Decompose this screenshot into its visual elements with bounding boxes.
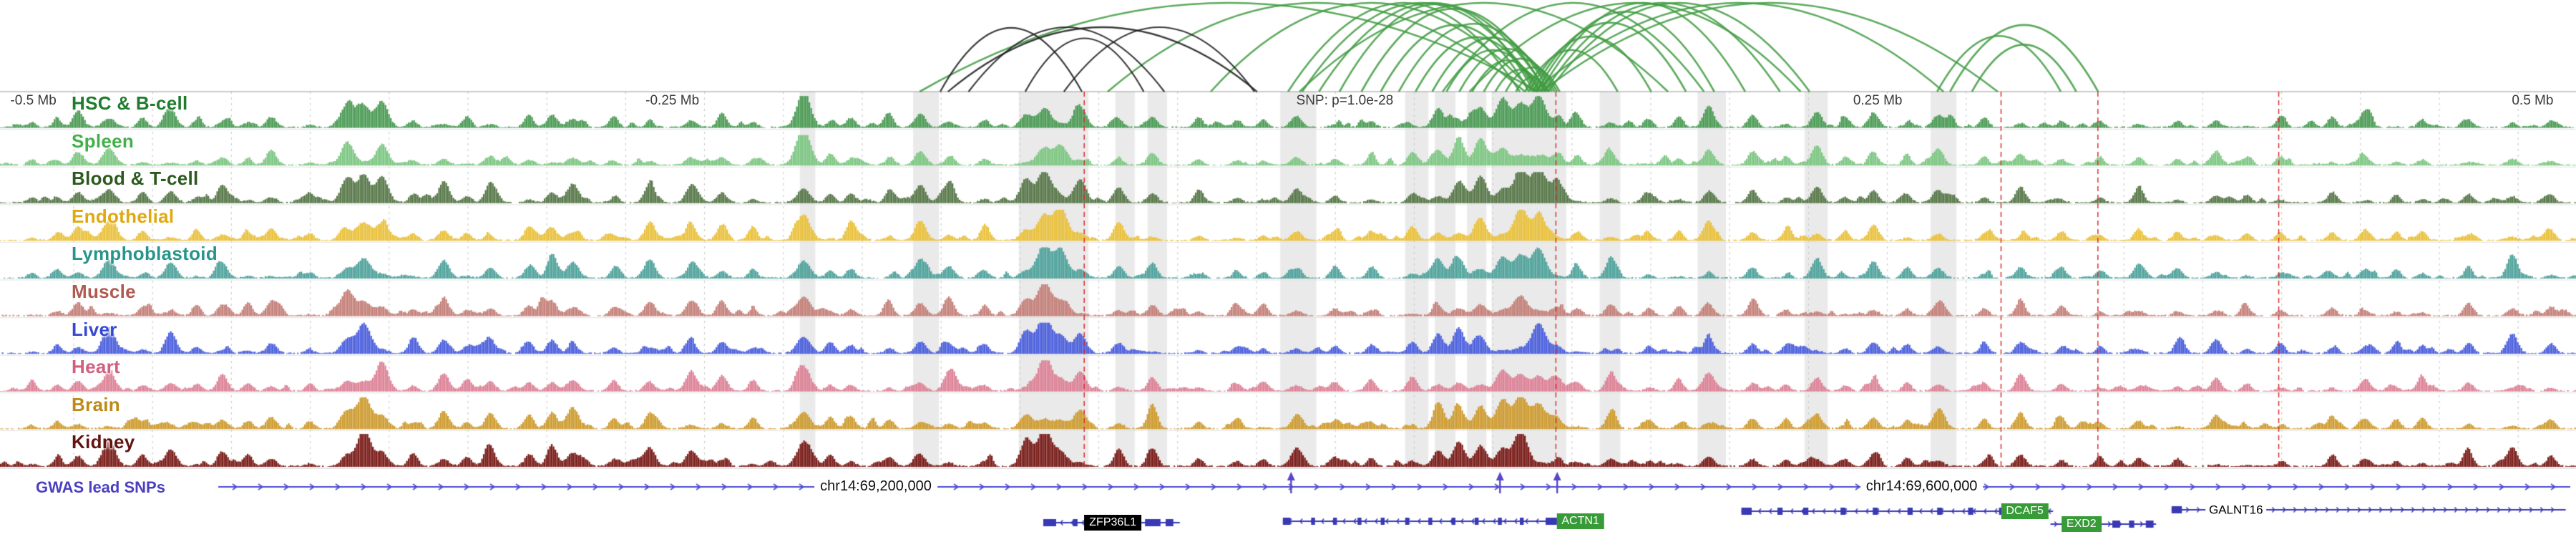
gene-label-actn1[interactable]: ACTN1 (1556, 513, 1604, 529)
coordinate-label-right: chr14:69,600,000 (1860, 478, 1984, 495)
track-label-endothelial[interactable]: Endothelial (72, 205, 175, 227)
track-label-blood-t-cell[interactable]: Blood & T-cell (72, 168, 199, 190)
track-label-lymphoblastoid[interactable]: Lymphoblastoid (72, 243, 218, 265)
ruler-label-minus-quarter-mb: -0.25 Mb (645, 93, 700, 108)
snp-annotation-label: SNP: p=1.0e-28 (1296, 93, 1394, 108)
gene-label-exd2[interactable]: EXD2 (2061, 516, 2102, 532)
ruler-label-minus-half-mb: -0.5 Mb (10, 93, 57, 108)
gene-label-dcaf5[interactable]: DCAF5 (2001, 503, 2049, 519)
ruler-label-half-mb: 0.5 Mb (2512, 93, 2554, 108)
track-label-brain[interactable]: Brain (72, 393, 120, 415)
gwas-track-label[interactable]: GWAS lead SNPs (36, 478, 165, 496)
ruler-label-quarter-mb: 0.25 Mb (1853, 93, 1903, 108)
track-label-kidney[interactable]: Kidney (72, 431, 135, 453)
track-label-spleen[interactable]: Spleen (72, 130, 135, 152)
gene-label-zfp36l1[interactable]: ZFP36L1 (1084, 515, 1142, 531)
gene-label-galnt16[interactable]: GALNT16 (2205, 502, 2267, 518)
coordinate-label-left: chr14:69,200,000 (814, 478, 937, 495)
track-label-liver[interactable]: Liver (72, 318, 117, 340)
track-label-muscle[interactable]: Muscle (72, 281, 136, 302)
track-label-heart[interactable]: Heart (72, 356, 120, 378)
track-label-hsc-b-cell[interactable]: HSC & B-cell (72, 92, 188, 114)
